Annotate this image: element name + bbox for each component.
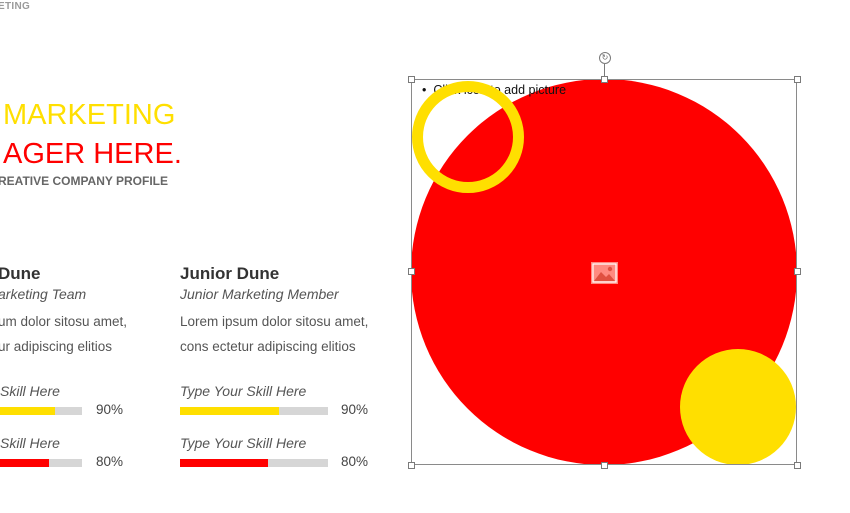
resize-handle-bottom[interactable]	[601, 462, 608, 469]
slide-corner-label: ETING	[0, 1, 31, 12]
resize-handle-top-left[interactable]	[408, 76, 415, 83]
member-1-name[interactable]: Dune	[0, 264, 41, 283]
member-2-desc-line2[interactable]: cons ectetur adipiscing elitios	[180, 339, 356, 354]
member-2-skill-1-percent[interactable]: 90%	[341, 402, 369, 417]
member-1-skill-2-fill	[0, 459, 49, 467]
member-1-skill-1-fill	[0, 407, 55, 415]
rotate-icon[interactable]: ↻	[599, 52, 611, 64]
resize-handle-left[interactable]	[408, 268, 415, 275]
bullet-icon: •	[422, 83, 434, 97]
member-1-skill-2-percent[interactable]: 80%	[96, 454, 124, 469]
member-1-skill-2-bar	[0, 459, 82, 467]
selection-frame	[411, 79, 797, 465]
title-line-1[interactable]: MARKETING	[3, 99, 176, 131]
yellow-circle-shape[interactable]	[680, 349, 796, 465]
title-line-2[interactable]: AGER HERE.	[3, 138, 182, 170]
member-2-role[interactable]: Junior Marketing Member	[180, 286, 339, 302]
member-1-desc-line2[interactable]: ur adipiscing elitios	[0, 339, 113, 354]
picture-icon[interactable]	[591, 262, 618, 284]
member-1-role[interactable]: arketing Team	[0, 286, 87, 302]
member-2-skill-2-fill	[180, 459, 268, 467]
member-2-skill-1-label[interactable]: Type Your Skill Here	[180, 383, 307, 399]
member-1-skill-1-label[interactable]: Skill Here	[0, 383, 60, 399]
member-1-skill-2-label[interactable]: Skill Here	[0, 435, 60, 451]
subtitle[interactable]: REATIVE COMPANY PROFILE	[0, 174, 169, 188]
resize-handle-top[interactable]	[601, 76, 608, 83]
member-2-desc-line1[interactable]: Lorem ipsum dolor sitosu amet,	[180, 314, 369, 329]
member-2-skill-2-label[interactable]: Type Your Skill Here	[180, 435, 307, 451]
resize-handle-bottom-right[interactable]	[794, 462, 801, 469]
resize-handle-right[interactable]	[794, 268, 801, 275]
member-1-skill-1-bar	[0, 407, 82, 415]
yellow-ring-shape[interactable]	[412, 81, 524, 193]
resize-handle-top-right[interactable]	[794, 76, 801, 83]
resize-handle-bottom-left[interactable]	[408, 462, 415, 469]
member-2-skill-2-bar	[180, 459, 328, 467]
member-1-desc-line1[interactable]: um dolor sitosu amet,	[0, 314, 128, 329]
member-2-skill-1-fill	[180, 407, 279, 415]
rotation-connector	[604, 64, 605, 76]
member-2-skill-2-percent[interactable]: 80%	[341, 454, 369, 469]
member-1-skill-1-percent[interactable]: 90%	[96, 402, 124, 417]
member-2-skill-1-bar	[180, 407, 328, 415]
member-2-name[interactable]: Junior Dune	[180, 264, 280, 283]
